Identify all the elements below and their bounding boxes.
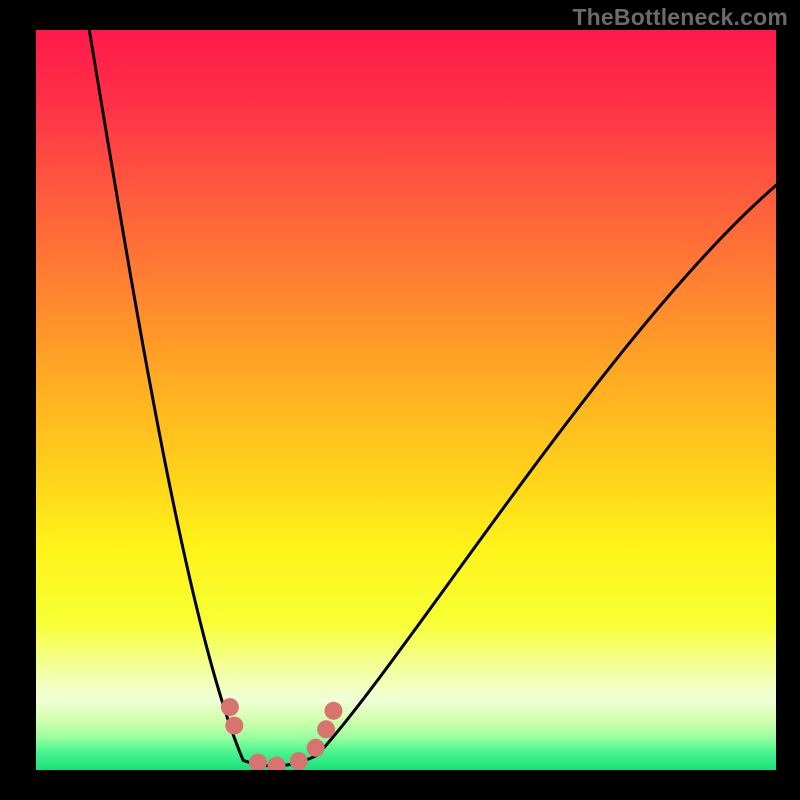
valley-marker (324, 702, 342, 720)
plot-area (36, 30, 776, 770)
valley-marker (307, 739, 325, 757)
valley-marker (221, 698, 239, 716)
bottleneck-chart (36, 30, 776, 770)
watermark-text: TheBottleneck.com (572, 4, 788, 31)
gradient-background (36, 30, 776, 770)
valley-marker (317, 720, 335, 738)
valley-marker (290, 752, 308, 770)
valley-marker (225, 717, 243, 735)
chart-frame: TheBottleneck.com (0, 0, 800, 800)
